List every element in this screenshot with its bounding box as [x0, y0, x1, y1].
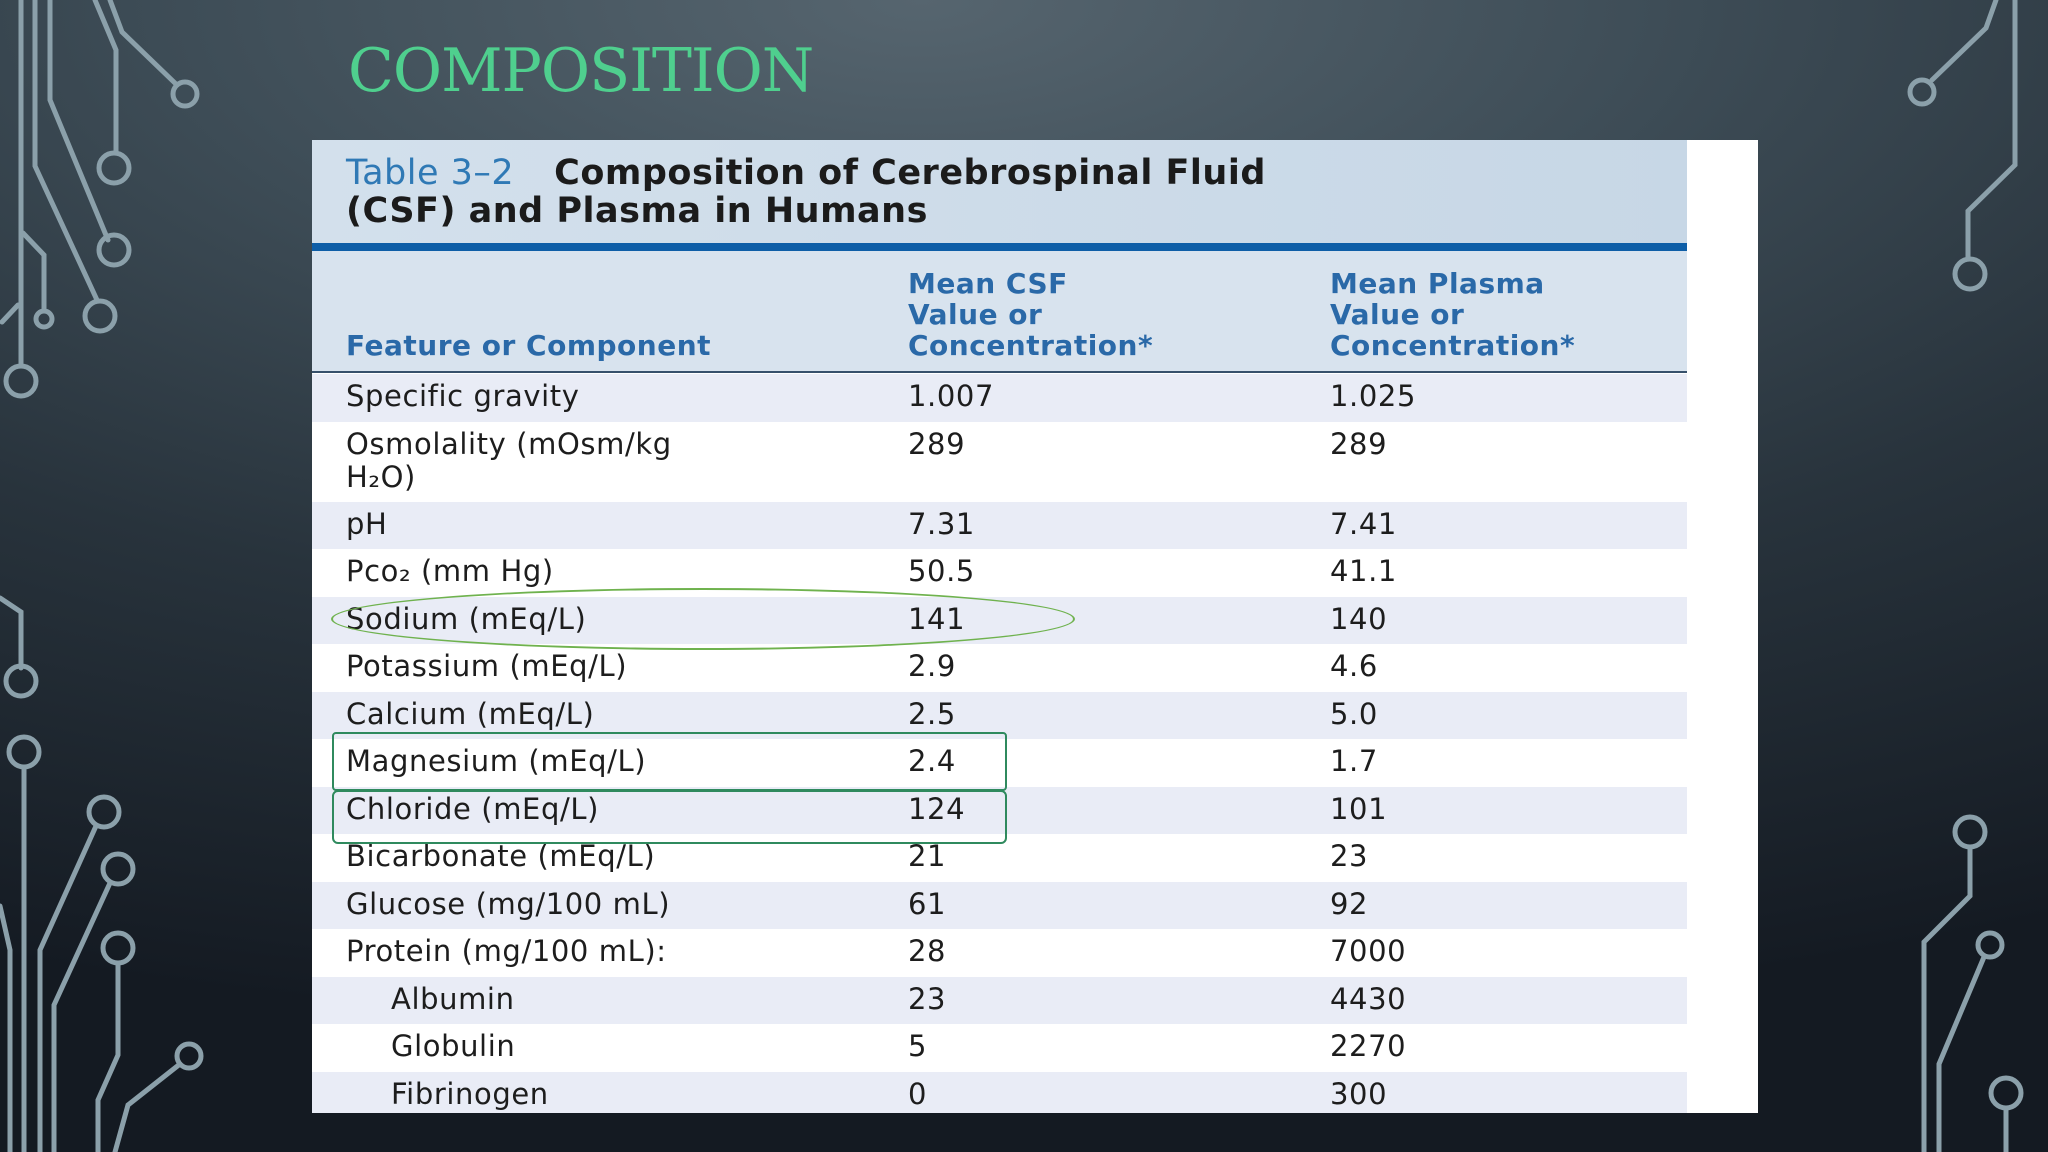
header-csf: Mean CSF Value or Concentration* [908, 267, 1154, 362]
plasma-cell: 5.0 [1330, 696, 1378, 731]
table-body: Specific gravity 1.007 1.025 Osmolality … [312, 374, 1687, 1113]
csf-cell: 5 [908, 1029, 928, 1063]
table-row: Glucose (mg/100 mL) 61 92 [312, 881, 1687, 929]
csf-cell: 2.4 [908, 744, 956, 778]
feature-cell: Bicarbonate (mEq/L) [346, 839, 656, 873]
csf-cell: 0 [908, 1076, 928, 1111]
header-plasma: Mean Plasma Value or Concentration* [1330, 267, 1576, 362]
plasma-cell: 41.1 [1330, 554, 1397, 588]
feature-cell: Globulin [391, 1029, 516, 1063]
table-row: Chloride (mEq/L) 124 101 [312, 786, 1687, 834]
table-row: Globulin 5 2270 [312, 1024, 1687, 1072]
csf-composition-table: Table 3–2 Composition of Cerebrospinal Fl… [312, 140, 1758, 1113]
table-number: Table 3–2 [346, 153, 515, 193]
caption-line-1: Composition of Cerebrospinal Fluid [554, 153, 1266, 193]
feature-cell: Pco₂ (mm Hg) [346, 554, 554, 588]
csf-cell: 289 [908, 426, 966, 461]
feature-cell: pH [346, 506, 388, 541]
table-row: Pco₂ (mm Hg) 50.5 41.1 [312, 549, 1687, 597]
feature-cell: Specific gravity [346, 379, 580, 413]
csf-cell: 21 [908, 839, 947, 873]
csf-cell: 1.007 [908, 379, 995, 413]
table-row: Fibrinogen 0 300 [312, 1071, 1687, 1113]
csf-cell: 23 [908, 981, 947, 1016]
circuit-left-top [0, 0, 200, 399]
slide-title: COMPOSITION [348, 36, 814, 106]
feature-cell: Albumin [391, 981, 515, 1016]
feature-cell: Protein (mg/100 mL): [346, 934, 667, 968]
table-row: Magnesium (mEq/L) 2.4 1.7 [312, 739, 1687, 787]
csf-cell: 28 [908, 934, 947, 968]
table-row: Specific gravity 1.007 1.025 [312, 374, 1687, 422]
table-caption: Table 3–2 Composition of Cerebrospinal Fl… [312, 140, 1687, 243]
plasma-cell: 289 [1330, 426, 1388, 461]
plasma-cell: 92 [1330, 886, 1369, 921]
table-row: Potassium (mEq/L) 2.9 4.6 [312, 644, 1687, 692]
table-row: Albumin 23 4430 [312, 976, 1687, 1024]
feature-cell: Magnesium (mEq/L) [346, 744, 647, 778]
plasma-cell: 140 [1330, 601, 1388, 636]
plasma-cell: 101 [1330, 791, 1388, 826]
feature-cell: Chloride (mEq/L) [346, 791, 600, 826]
plasma-cell: 1.7 [1330, 744, 1378, 778]
table-row: Sodium (mEq/L) 141 140 [312, 596, 1687, 644]
plasma-cell: 300 [1330, 1076, 1388, 1111]
table-row: Protein (mg/100 mL): 28 7000 [312, 929, 1687, 977]
csf-cell: 141 [908, 601, 966, 636]
csf-cell: 124 [908, 791, 966, 826]
csf-cell: 2.9 [908, 649, 956, 683]
csf-cell: 61 [908, 886, 947, 921]
circuit-right-top [1907, 0, 2018, 292]
circuit-left-bottom [0, 595, 204, 1152]
header-feature: Feature or Component [346, 329, 712, 362]
plasma-cell: 23 [1330, 839, 1369, 873]
caption-rule [312, 243, 1687, 251]
csf-cell: 2.5 [908, 696, 956, 731]
plasma-cell: 1.025 [1330, 379, 1417, 413]
table-row: Osmolality (mOsm/kg H₂O) 289 289 [312, 422, 1687, 502]
feature-cell: Calcium (mEq/L) [346, 696, 595, 731]
feature-cell: Sodium (mEq/L) [346, 601, 587, 636]
table-row: Calcium (mEq/L) 2.5 5.0 [312, 691, 1687, 739]
table-row: pH 7.31 7.41 [312, 501, 1687, 549]
csf-cell: 50.5 [908, 554, 975, 588]
plasma-cell: 4430 [1330, 981, 1407, 1016]
caption-line-2: (CSF) and Plasma in Humans [346, 191, 928, 231]
plasma-cell: 7.41 [1330, 506, 1397, 541]
feature-cell: Potassium (mEq/L) [346, 649, 628, 683]
csf-cell: 7.31 [908, 506, 975, 541]
feature-cell: Fibrinogen [391, 1076, 549, 1111]
feature-cell: Osmolality (mOsm/kg H₂O) [346, 426, 672, 494]
circuit-right-bottom [1921, 814, 2024, 1152]
plasma-cell: 7000 [1330, 934, 1407, 968]
table-row: Bicarbonate (mEq/L) 21 23 [312, 834, 1687, 882]
feature-cell: Glucose (mg/100 mL) [346, 886, 671, 921]
plasma-cell: 4.6 [1330, 649, 1378, 683]
plasma-cell: 2270 [1330, 1029, 1407, 1063]
column-header-row: Feature or Component Mean CSF Value or C… [312, 251, 1687, 373]
